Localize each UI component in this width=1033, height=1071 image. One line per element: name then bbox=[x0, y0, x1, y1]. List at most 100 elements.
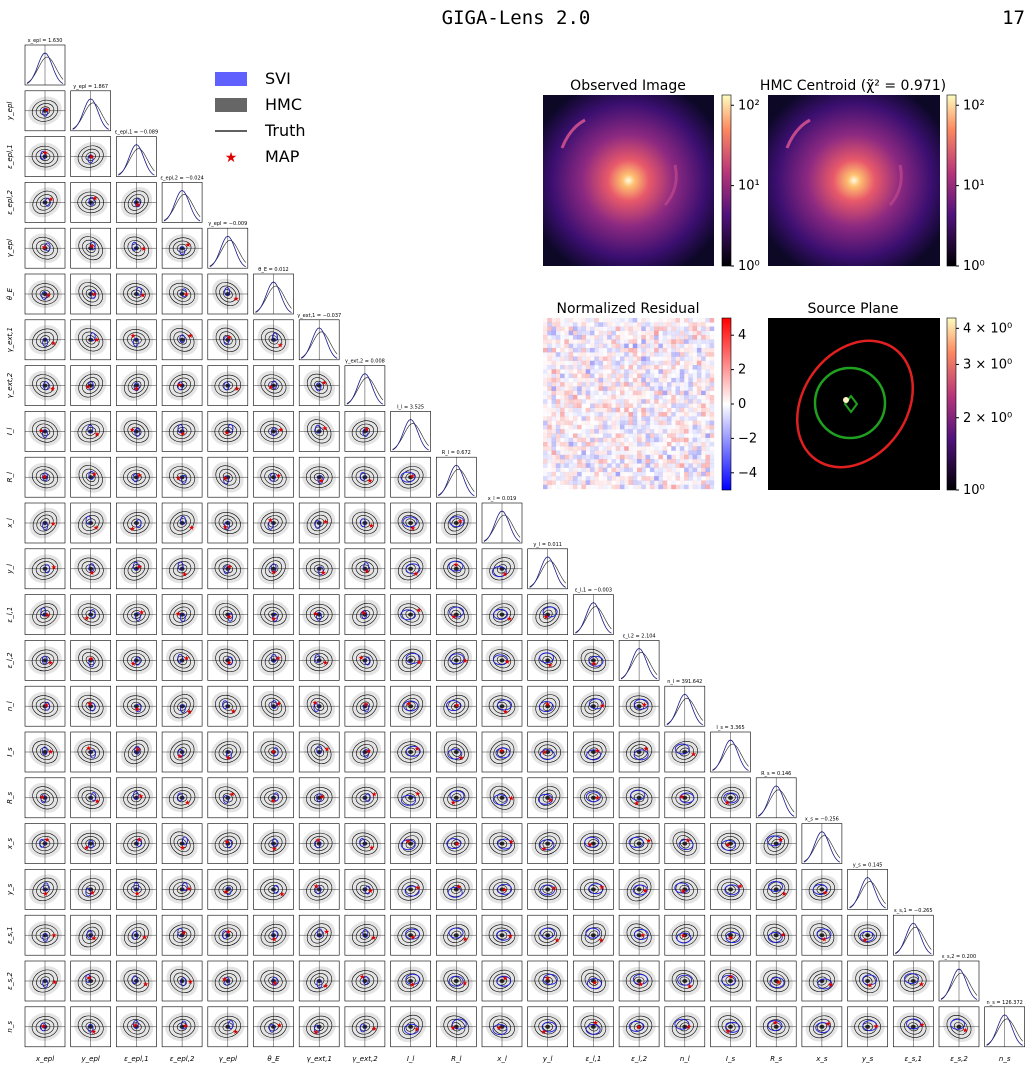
hmc-contour bbox=[32, 740, 58, 764]
residual-pixel bbox=[607, 330, 612, 336]
residual-pixel bbox=[675, 339, 680, 344]
hmc-contour bbox=[77, 557, 104, 580]
hmc-contour bbox=[634, 884, 644, 895]
residual-pixel bbox=[675, 446, 680, 451]
residual-pixel bbox=[633, 468, 637, 472]
hmc-contour bbox=[534, 878, 561, 901]
residual-pixel bbox=[598, 429, 604, 434]
residual-pixel bbox=[663, 408, 667, 412]
residual-pixel bbox=[676, 455, 680, 459]
residual-pixel bbox=[581, 360, 586, 366]
map-marker: ★ bbox=[183, 290, 189, 298]
joint-panel: ★ bbox=[253, 411, 294, 452]
residual-pixel bbox=[684, 318, 689, 323]
hmc-contour bbox=[676, 835, 694, 853]
x-axis-label: x_s bbox=[815, 1055, 828, 1063]
svi-contour bbox=[316, 979, 323, 989]
residual-pixel bbox=[680, 468, 684, 472]
hmc-contour bbox=[355, 927, 374, 943]
residual-pixel bbox=[577, 416, 581, 420]
x-axis-label: I_l bbox=[407, 1055, 415, 1063]
residual-pixel bbox=[696, 386, 702, 391]
map-marker: ★ bbox=[133, 385, 139, 393]
svi-contour bbox=[721, 839, 737, 851]
residual-pixel bbox=[585, 407, 591, 413]
residual-pixel bbox=[662, 373, 668, 379]
residual-pixel bbox=[654, 463, 659, 468]
map-marker: ★ bbox=[780, 931, 786, 939]
residual-pixel bbox=[705, 318, 710, 323]
joint-panel: ★ bbox=[298, 456, 340, 498]
residual-pixel bbox=[607, 446, 612, 451]
residual-pixel bbox=[611, 459, 616, 464]
joint-panel: ★ bbox=[710, 823, 751, 864]
residual-pixel bbox=[624, 331, 628, 335]
residual-pixel bbox=[632, 403, 638, 408]
hmc-contour bbox=[900, 1015, 927, 1038]
svi-contour bbox=[131, 241, 138, 251]
residual-pixel bbox=[577, 399, 582, 404]
residual-pixel bbox=[624, 365, 628, 369]
residual-pixel bbox=[632, 433, 638, 438]
map-marker: ★ bbox=[89, 889, 95, 897]
residual-pixel bbox=[572, 446, 578, 451]
residual-pixel bbox=[692, 377, 698, 383]
residual-pixel bbox=[701, 382, 706, 387]
joint-panel: ★ bbox=[253, 1006, 294, 1048]
residual-pixel bbox=[701, 335, 706, 340]
hmc-contour bbox=[127, 926, 146, 944]
residual-pixel bbox=[688, 386, 693, 391]
svi-contour bbox=[179, 334, 186, 344]
residual-pixel bbox=[581, 382, 586, 387]
joint-panel: ★ bbox=[116, 502, 157, 544]
hmc-contour bbox=[169, 466, 196, 489]
svi-contour bbox=[364, 656, 371, 666]
residual-pixel bbox=[701, 416, 705, 420]
residual-pixel bbox=[705, 390, 710, 396]
joint-panel: ★ bbox=[70, 640, 111, 681]
residual-pixel bbox=[679, 433, 685, 438]
residual-pixel bbox=[602, 399, 608, 404]
map-marker: ★ bbox=[599, 702, 605, 710]
residual-pixel bbox=[611, 467, 616, 473]
joint-panel: ★ bbox=[24, 502, 66, 544]
svi-contour bbox=[181, 288, 187, 298]
residual-pixel bbox=[615, 407, 621, 413]
hmc-contour bbox=[489, 832, 515, 855]
joint-panel: ★ bbox=[70, 365, 111, 406]
residual-pixel bbox=[551, 356, 557, 361]
residual-pixel bbox=[602, 420, 608, 426]
map-marker: ★ bbox=[313, 1028, 319, 1036]
residual-pixel bbox=[679, 446, 685, 451]
residual-pixel bbox=[696, 459, 702, 464]
residual-pixel bbox=[676, 480, 680, 484]
map-marker: ★ bbox=[504, 658, 510, 666]
hmc-contour bbox=[264, 835, 283, 852]
joint-panel: ★ bbox=[298, 594, 340, 635]
residual-pixel bbox=[629, 344, 633, 348]
residual-pixel bbox=[641, 403, 646, 408]
hmc-contour bbox=[82, 377, 100, 394]
hmc-contour bbox=[218, 927, 238, 943]
residual-pixel bbox=[577, 322, 582, 327]
residual-pixel bbox=[568, 471, 574, 477]
residual-pixel bbox=[637, 459, 642, 464]
residual-pixel bbox=[598, 365, 604, 370]
hmc-contour bbox=[443, 557, 470, 580]
residual-pixel bbox=[619, 352, 625, 357]
residual-pixel bbox=[555, 382, 561, 387]
residual-pixel bbox=[645, 416, 651, 421]
hmc-contour bbox=[214, 511, 241, 535]
map-marker: ★ bbox=[414, 745, 420, 753]
map-marker: ★ bbox=[87, 700, 93, 708]
joint-panel: ★ bbox=[481, 869, 523, 910]
residual-pixel bbox=[662, 424, 668, 430]
hmc-contour bbox=[717, 924, 744, 946]
map-marker: ★ bbox=[136, 563, 142, 571]
svi-contour bbox=[359, 471, 366, 481]
map-marker: ★ bbox=[547, 797, 553, 805]
residual-pixel bbox=[607, 416, 612, 421]
hmc-contour bbox=[489, 740, 515, 764]
legend: SVI HMC Truth ★ MAP bbox=[215, 69, 306, 166]
joint-panel: ★ bbox=[390, 594, 431, 635]
